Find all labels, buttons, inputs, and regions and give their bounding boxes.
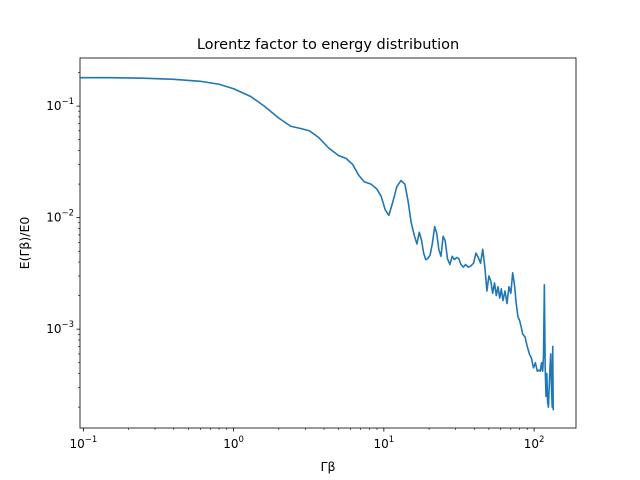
y-axis: 10−3 10−2 10−1 xyxy=(46,72,80,408)
y-tick-label: 10−1 xyxy=(46,97,74,113)
svg-text:102: 102 xyxy=(524,435,545,451)
svg-text:100: 100 xyxy=(223,435,244,451)
x-axis: 10−1 100 101 102 xyxy=(69,428,544,451)
axes-frame xyxy=(79,57,577,429)
chart-title: Lorentz factor to energy distribution xyxy=(197,37,459,53)
x-tick-label: 10−1 xyxy=(69,435,97,451)
svg-text:10−3: 10−3 xyxy=(46,320,74,336)
y-tick-label: 10−2 xyxy=(46,209,74,225)
y-tick-label: 10−3 xyxy=(46,320,74,336)
x-tick-label: 100 xyxy=(223,435,244,451)
x-axis-label: Γβ xyxy=(321,459,336,474)
svg-text:10−1: 10−1 xyxy=(46,97,74,113)
y-axis-label: E(Γβ)/E0 xyxy=(17,217,32,270)
svg-text:10−1: 10−1 xyxy=(69,435,97,451)
svg-text:10−2: 10−2 xyxy=(46,209,74,225)
x-tick-label: 102 xyxy=(524,435,545,451)
plot-area: 10−1 100 101 102 10−3 10−2 10−1 xyxy=(46,57,577,451)
series-line-0 xyxy=(79,76,555,411)
series-layer xyxy=(79,76,555,411)
svg-text:101: 101 xyxy=(374,435,395,451)
x-tick-label: 101 xyxy=(374,435,395,451)
